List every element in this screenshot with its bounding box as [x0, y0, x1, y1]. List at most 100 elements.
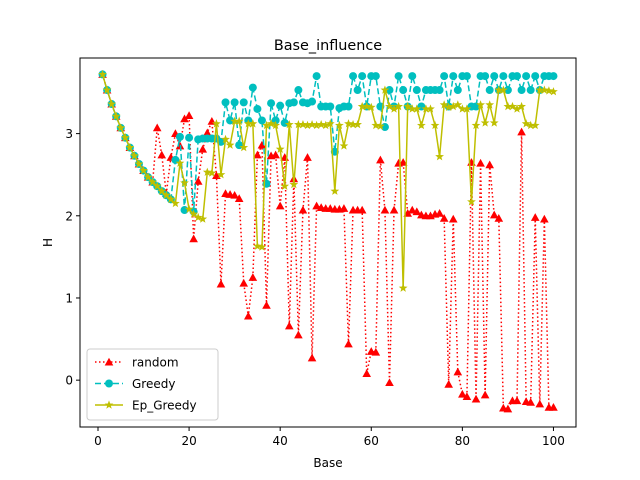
y-axis-ticks: 0 1 2 3 [65, 127, 80, 388]
data-point [408, 72, 417, 81]
data-point [125, 142, 135, 152]
data-point [166, 194, 176, 204]
data-point [462, 392, 472, 401]
data-point [544, 86, 554, 95]
data-point [403, 101, 413, 111]
data-point [307, 119, 317, 129]
y-tick-label: 3 [65, 127, 73, 141]
data-point [371, 120, 381, 130]
data-point [207, 168, 217, 177]
data-point [357, 101, 367, 111]
x-tick-label: 100 [542, 434, 565, 448]
y-tick-label: 0 [65, 374, 73, 388]
data-point [540, 214, 549, 223]
data-point [480, 118, 490, 127]
data-point [316, 119, 326, 129]
data-point [253, 241, 262, 250]
data-point [344, 119, 353, 128]
data-point [175, 132, 184, 141]
data-point [508, 101, 517, 111]
data-point [161, 190, 171, 199]
data-point [312, 120, 321, 130]
data-point [216, 137, 225, 146]
data-point [239, 142, 249, 152]
data-point [498, 85, 508, 94]
data-point [289, 98, 298, 107]
data-point [394, 101, 403, 111]
data-point [385, 86, 394, 95]
data-point [257, 116, 266, 125]
data-point [116, 123, 126, 132]
data-point [248, 83, 257, 92]
data-point [480, 390, 490, 399]
data-point [398, 283, 408, 292]
data-point [435, 86, 444, 95]
data-point [248, 119, 258, 128]
data-point [526, 398, 535, 406]
data-point [444, 102, 454, 112]
data-point [530, 120, 540, 130]
data-point [267, 99, 276, 108]
legend-item: random [95, 356, 179, 370]
data-point [276, 101, 285, 110]
data-point [430, 120, 440, 130]
data-point [412, 207, 422, 216]
data-point [439, 100, 449, 109]
data-point [111, 111, 121, 121]
data-point [380, 205, 390, 214]
data-point [512, 396, 522, 405]
data-point [467, 197, 476, 206]
data-point [362, 369, 372, 378]
data-point [184, 111, 194, 119]
data-point [444, 379, 453, 388]
data-point [243, 311, 253, 320]
y-axis-label: H [41, 238, 55, 247]
x-tick-label: 20 [181, 434, 196, 448]
y-tick-label: 1 [65, 291, 73, 305]
data-point [421, 104, 431, 113]
data-point [358, 72, 367, 81]
data-point [216, 170, 226, 179]
legend: random Greedy Ep_Greedy [86, 348, 219, 421]
chart-title: Base_influence [274, 38, 382, 54]
data-point [476, 100, 485, 109]
data-point [175, 158, 185, 167]
legend-item: Greedy [95, 377, 175, 391]
data-point [494, 213, 504, 222]
data-point [549, 87, 558, 96]
data-point [503, 86, 512, 95]
data-point [171, 198, 180, 208]
data-point [326, 102, 335, 111]
data-point [221, 98, 230, 107]
data-point [239, 98, 248, 107]
data-point [435, 209, 444, 217]
data-point [339, 141, 349, 150]
data-point [394, 72, 403, 81]
data-point [134, 159, 144, 168]
data-point [503, 101, 513, 111]
plot-frame [79, 57, 577, 428]
data-point [98, 69, 107, 79]
data-point [485, 100, 495, 109]
data-point [257, 242, 267, 251]
data-point [184, 204, 194, 213]
data-point [335, 120, 344, 130]
data-point [189, 209, 199, 218]
series-ep-greedy [98, 69, 558, 292]
data-point [294, 119, 303, 129]
data-point [157, 150, 167, 159]
data-point [262, 120, 271, 130]
data-point [366, 102, 376, 112]
data-point [230, 190, 239, 199]
data-point [440, 72, 449, 81]
data-point [120, 133, 130, 142]
data-point [230, 116, 239, 125]
data-point [280, 118, 289, 127]
data-point [476, 158, 485, 167]
data-point [298, 205, 308, 214]
data-point [453, 86, 462, 95]
data-point [549, 402, 558, 411]
data-point [407, 205, 417, 214]
data-point [407, 104, 417, 113]
legend-marker [104, 357, 114, 366]
